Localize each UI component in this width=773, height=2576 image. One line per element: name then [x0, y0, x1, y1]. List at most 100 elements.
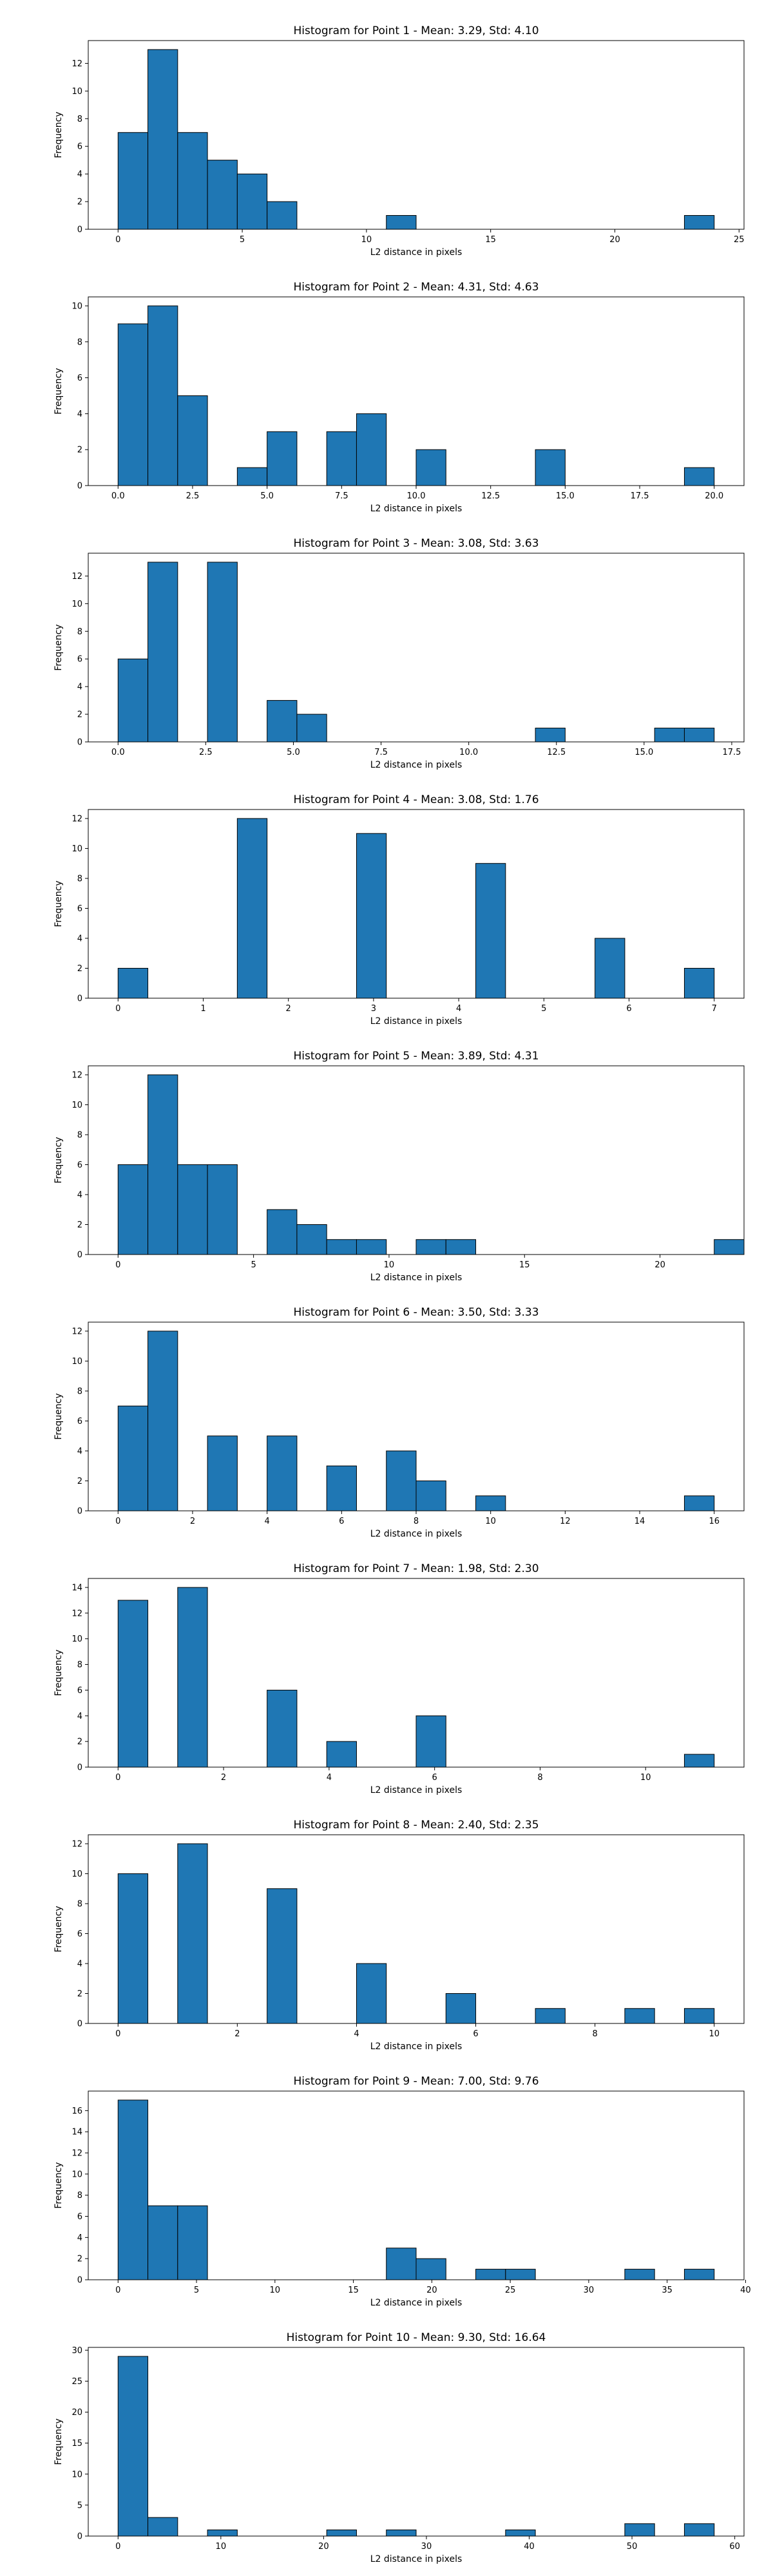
plot-frame — [88, 2347, 745, 2537]
histogram-bar — [415, 1239, 446, 1255]
histogram-bar — [475, 863, 506, 999]
y-tick-label: 0 — [77, 1507, 82, 1517]
histogram-bar — [386, 2529, 417, 2537]
x-tick-label: 12.5 — [547, 748, 566, 757]
histogram-bar — [535, 449, 566, 486]
histogram-bar — [415, 2258, 446, 2280]
histogram-bar — [326, 1239, 357, 1255]
x-tick-label: 7.5 — [374, 748, 388, 757]
histogram-bar — [415, 1480, 446, 1511]
x-tick-label: 25 — [734, 235, 745, 245]
histogram-bar — [117, 323, 149, 486]
x-tick-label: 0 — [115, 1260, 120, 1270]
plot-frame — [88, 1834, 745, 2024]
chart-title: Histogram for Point 1 - Mean: 3.29, Std:… — [293, 24, 539, 37]
histogram-bar — [505, 2269, 536, 2280]
histogram-bar — [117, 658, 149, 743]
histogram-bar — [595, 938, 625, 999]
x-axis-label: L2 distance in pixels — [370, 1016, 463, 1027]
histogram-bar — [624, 2269, 655, 2280]
y-tick-label: 6 — [77, 374, 82, 383]
x-tick-label: 10.0 — [407, 491, 426, 501]
histogram-bar — [356, 413, 387, 486]
chart-title: Histogram for Point 4 - Mean: 3.08, Std:… — [293, 793, 539, 806]
y-tick-label: 10 — [72, 600, 82, 609]
histogram-bar — [296, 1224, 327, 1255]
histogram-bar — [207, 160, 238, 230]
y-tick-label: 2 — [77, 2255, 82, 2264]
y-tick-label: 8 — [77, 874, 82, 884]
x-tick-label: 7.5 — [335, 491, 348, 501]
histogram-bar — [117, 2356, 149, 2537]
y-tick-label: 10 — [72, 1634, 82, 1644]
x-tick-label: 6 — [473, 2029, 478, 2039]
y-tick-label: 10 — [72, 1101, 82, 1110]
x-tick-label: 25 — [505, 2286, 516, 2295]
histogram-bar — [236, 173, 268, 230]
x-tick-label: 17.5 — [631, 491, 649, 501]
y-tick-label: 8 — [77, 627, 82, 637]
x-tick-label: 30 — [421, 2542, 432, 2552]
histogram-panel-4: Histogram for Point 4 - Mean: 3.08, Std:… — [53, 793, 745, 1027]
y-axis-label: Frequency — [53, 368, 64, 414]
histogram-bar — [267, 700, 298, 743]
histogram-bar — [356, 833, 387, 999]
y-tick-label: 12 — [72, 1327, 82, 1336]
y-tick-label: 0 — [77, 2532, 82, 2542]
x-tick-label: 15.0 — [556, 491, 575, 501]
histogram-bar — [207, 2529, 238, 2537]
x-tick-label: 2 — [221, 1773, 226, 1783]
histogram-bar — [207, 1435, 238, 1511]
y-tick-label: 4 — [77, 683, 82, 692]
plot-frame — [88, 40, 745, 230]
x-tick-label: 2.5 — [199, 748, 213, 757]
y-tick-label: 30 — [72, 2346, 82, 2356]
histogram-panel-3: Histogram for Point 3 - Mean: 3.08, Std:… — [53, 537, 745, 770]
histogram-bar — [535, 728, 566, 743]
histogram-bar — [177, 2205, 208, 2280]
x-axis-label: L2 distance in pixels — [370, 1529, 463, 1539]
y-tick-label: 20 — [72, 2408, 82, 2418]
y-tick-label: 12 — [72, 1839, 82, 1849]
y-axis-label: Frequency — [53, 1393, 64, 1439]
y-tick-label: 0 — [77, 994, 82, 1004]
chart-title: Histogram for Point 9 - Mean: 7.00, Std:… — [293, 2075, 539, 2088]
histogram-bar — [117, 1164, 149, 1255]
histogram-bar — [683, 1495, 715, 1511]
histogram-bar — [177, 1164, 208, 1255]
y-tick-label: 4 — [77, 1959, 82, 1969]
x-tick-label: 5.0 — [260, 491, 274, 501]
histogram-bar — [236, 467, 268, 486]
y-tick-label: 2 — [77, 1477, 82, 1486]
y-tick-label: 12 — [72, 1609, 82, 1618]
x-tick-label: 10 — [640, 1773, 651, 1783]
histogram-bar — [207, 1164, 238, 1255]
y-tick-label: 4 — [77, 2233, 82, 2243]
histogram-bar — [148, 1331, 178, 1511]
x-tick-label: 2.5 — [186, 491, 200, 501]
y-tick-label: 8 — [77, 337, 82, 347]
x-tick-label: 0 — [115, 1773, 120, 1783]
x-tick-label: 20.0 — [705, 491, 723, 501]
x-tick-label: 8 — [414, 1517, 419, 1526]
histogram-bar — [267, 1689, 298, 1768]
chart-title: Histogram for Point 7 - Mean: 1.98, Std:… — [293, 1562, 539, 1575]
histogram-bar — [148, 2517, 178, 2537]
histogram-bar — [535, 2008, 566, 2024]
x-tick-label: 0 — [115, 2286, 120, 2295]
y-tick-label: 2 — [77, 198, 82, 207]
y-tick-label: 8 — [77, 115, 82, 124]
x-tick-label: 35 — [662, 2286, 673, 2295]
y-tick-label: 16 — [72, 2107, 82, 2116]
y-tick-label: 10 — [72, 2170, 82, 2179]
histogram-bar — [683, 215, 715, 230]
x-tick-label: 0 — [115, 1517, 120, 1526]
histogram-bar — [326, 431, 357, 486]
histogram-bar — [148, 1074, 178, 1255]
y-tick-label: 6 — [77, 904, 82, 914]
y-tick-label: 0 — [77, 2276, 82, 2286]
histogram-bar — [386, 2248, 417, 2280]
y-tick-label: 12 — [72, 814, 82, 824]
x-tick-label: 0 — [115, 2542, 120, 2552]
